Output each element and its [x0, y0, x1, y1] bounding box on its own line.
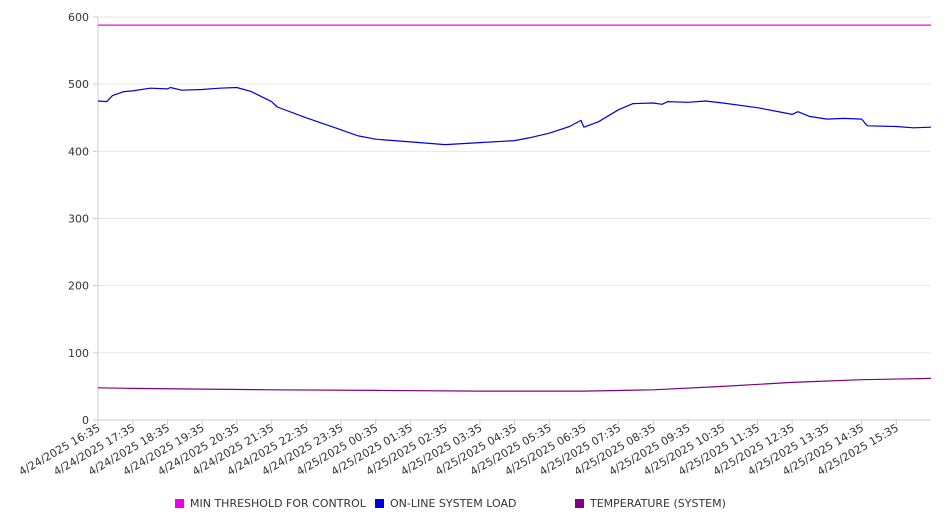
- legend-swatch-online-system-load: [375, 499, 384, 508]
- legend-item-online-system-load[interactable]: ON-LINE SYSTEM LOAD: [375, 497, 516, 510]
- y-axis-ticks: 0 100 200 300 400 500 600: [68, 11, 98, 427]
- legend-label-temperature: TEMPERATURE (SYSTEM): [590, 497, 726, 510]
- series-line-2: [97, 377, 932, 392]
- chart-series: [97, 24, 932, 392]
- legend-swatch-min-threshold: [175, 499, 184, 508]
- series-line-1: [97, 86, 932, 146]
- chart-legend: MIN THRESHOLD FOR CONTROL ON-LINE SYSTEM…: [0, 497, 946, 515]
- y-tick-label-600: 600: [68, 11, 89, 24]
- y-tick-label-200: 200: [68, 280, 89, 293]
- y-tick-label-100: 100: [68, 347, 89, 360]
- y-tick-label-0: 0: [82, 414, 89, 427]
- legend-label-min-threshold: MIN THRESHOLD FOR CONTROL: [190, 497, 366, 510]
- x-axis-ticks: 4/24/2025 16:354/24/2025 17:354/24/2025 …: [17, 420, 901, 478]
- legend-item-min-threshold[interactable]: MIN THRESHOLD FOR CONTROL: [175, 497, 366, 510]
- y-tick-label-400: 400: [68, 145, 89, 158]
- y-tick-label-300: 300: [68, 213, 89, 226]
- legend-label-online-system-load: ON-LINE SYSTEM LOAD: [390, 497, 517, 510]
- legend-item-temperature[interactable]: TEMPERATURE (SYSTEM): [575, 497, 726, 510]
- chart-grid: [98, 16, 931, 354]
- legend-swatch-temperature: [575, 499, 584, 508]
- y-tick-label-500: 500: [68, 78, 89, 91]
